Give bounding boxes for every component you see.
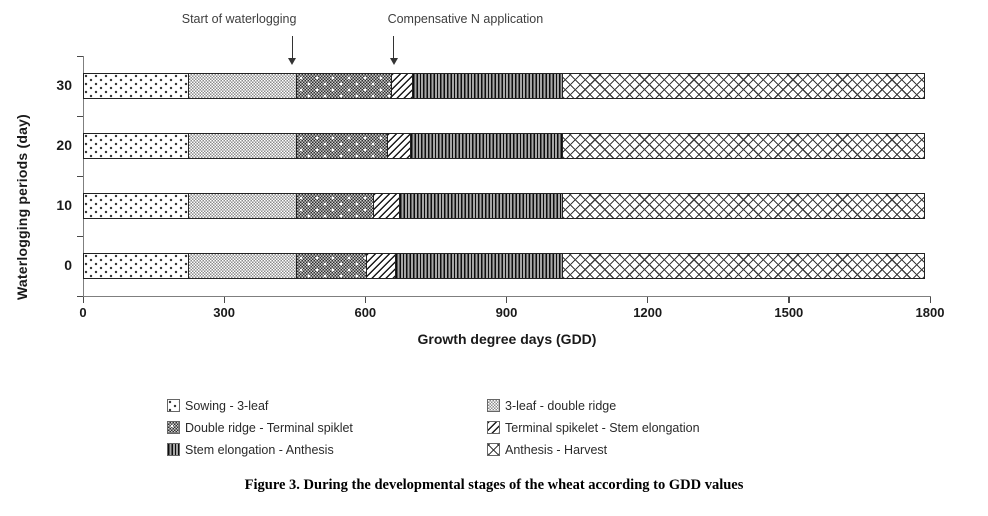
legend-label: Terminal spikelet - Stem elongation — [505, 420, 700, 435]
legend-swatch-sparse-dots-icon — [167, 399, 180, 412]
y-tick-mark — [77, 175, 83, 177]
legend-item-cross-hatch: Anthesis - Harvest — [487, 441, 700, 458]
annotation-arrowhead-icon — [389, 58, 398, 65]
y-tick-mark — [77, 235, 83, 237]
annotation-arrow-icon — [291, 36, 294, 59]
chart-plot-area: 0 300 600 900 1200 1500 1800 30 20 10 0 Start of wa… — [56, 12, 945, 320]
y-axis-title: Waterlogging periods (day) — [14, 114, 30, 300]
y-tick-mark — [77, 115, 83, 117]
bar-segment-vert-lines — [410, 134, 562, 158]
x-tick-label: 1500 — [774, 305, 804, 320]
bar-segment-fine-checker — [187, 254, 296, 278]
x-tick-label: 600 — [354, 305, 377, 320]
y-tick-label: 10 — [56, 197, 72, 213]
x-tick-label: 300 — [213, 305, 235, 320]
legend-swatch-vert-lines-icon — [167, 443, 180, 456]
bar-segment-diag-hatch — [390, 74, 413, 98]
legend-label: 3-leaf - double ridge — [505, 398, 617, 413]
bar-segment-diag-hatch — [373, 194, 400, 218]
legend-label: Stem elongation - Anthesis — [185, 442, 334, 457]
bar-segment-dark-checker — [295, 254, 367, 278]
y-axis — [82, 56, 84, 297]
legend-item-vert-lines: Stem elongation - Anthesis — [167, 441, 487, 458]
x-tick-label: 1800 — [915, 305, 945, 320]
legend-label: Sowing - 3-leaf — [185, 398, 269, 413]
legend-item-fine-checker: 3-leaf - double ridge — [487, 397, 700, 414]
bar-segment-cross-hatch — [561, 134, 925, 158]
x-tick-mark — [506, 297, 508, 303]
bar-segment-sparse-dots — [84, 134, 188, 158]
bar-segment-sparse-dots — [84, 74, 188, 98]
bar-segment-fine-checker — [187, 194, 296, 218]
legend-swatch-dark-checker-icon — [167, 421, 180, 434]
x-tick-label: 0 — [79, 305, 87, 320]
legend-label: Double ridge - Terminal spiklet — [185, 420, 353, 435]
x-tick-mark — [788, 297, 790, 303]
y-tick-mark — [77, 295, 83, 297]
y-tick-label: 20 — [56, 137, 72, 153]
figure-caption: Figure 3. During the developmental stage… — [244, 477, 744, 493]
bar-segment-sparse-dots — [84, 194, 188, 218]
y-tick-label: 0 — [64, 257, 72, 273]
legend-label: Anthesis - Harvest — [505, 442, 608, 457]
x-tick-mark — [82, 297, 84, 303]
bar-segment-fine-checker — [187, 74, 296, 98]
bar-segment-diag-hatch — [387, 134, 411, 158]
bar-segment-fine-checker — [187, 134, 296, 158]
bar-row-10-day — [83, 193, 926, 219]
bar-segment-vert-lines — [412, 74, 562, 98]
x-tick-label: 900 — [495, 305, 518, 320]
bar-row-20-day — [83, 133, 926, 159]
legend-swatch-fine-checker-icon — [487, 399, 500, 412]
bar-segment-cross-hatch — [561, 254, 925, 278]
bar-segment-dark-checker — [295, 74, 391, 98]
legend-item-sparse-dots: Sowing - 3-leaf — [167, 397, 487, 414]
bar-segment-vert-lines — [399, 194, 562, 218]
annotation-arrowhead-icon — [288, 58, 297, 65]
bar-segment-cross-hatch — [561, 194, 925, 218]
bar-segment-dark-checker — [295, 134, 388, 158]
bar-segment-diag-hatch — [366, 254, 395, 278]
y-tick-label: 30 — [56, 77, 72, 93]
bar-row-30-day — [83, 73, 926, 99]
x-tick-mark — [647, 297, 649, 303]
bar-segment-sparse-dots — [84, 254, 188, 278]
legend-swatch-cross-hatch-icon — [487, 443, 500, 456]
x-tick-mark — [364, 297, 367, 303]
bar-segment-cross-hatch — [561, 74, 925, 98]
annotation-label: Compensative N application — [387, 12, 544, 26]
legend-swatch-diag-hatch-icon — [487, 421, 500, 434]
bar-segment-dark-checker — [295, 194, 374, 218]
x-axis — [82, 296, 931, 298]
x-tick-mark — [223, 297, 225, 303]
legend-item-dark-checker: Double ridge - Terminal spiklet — [167, 419, 487, 436]
legend-item-diag-hatch: Terminal spikelet - Stem elongation — [487, 419, 700, 436]
bar-row-0-day — [83, 253, 926, 279]
x-tick-mark — [929, 297, 931, 303]
bar-segment-vert-lines — [394, 254, 562, 278]
legend: Sowing - 3-leaf 3-leaf - double ridge Doub… — [167, 397, 700, 458]
y-tick-mark — [77, 55, 83, 57]
annotation-arrow-icon — [393, 36, 395, 59]
annotation-label: Start of waterlogging — [181, 12, 297, 26]
x-tick-label: 1200 — [633, 305, 663, 320]
x-axis-title: Growth degree days (GDD) — [417, 331, 597, 347]
